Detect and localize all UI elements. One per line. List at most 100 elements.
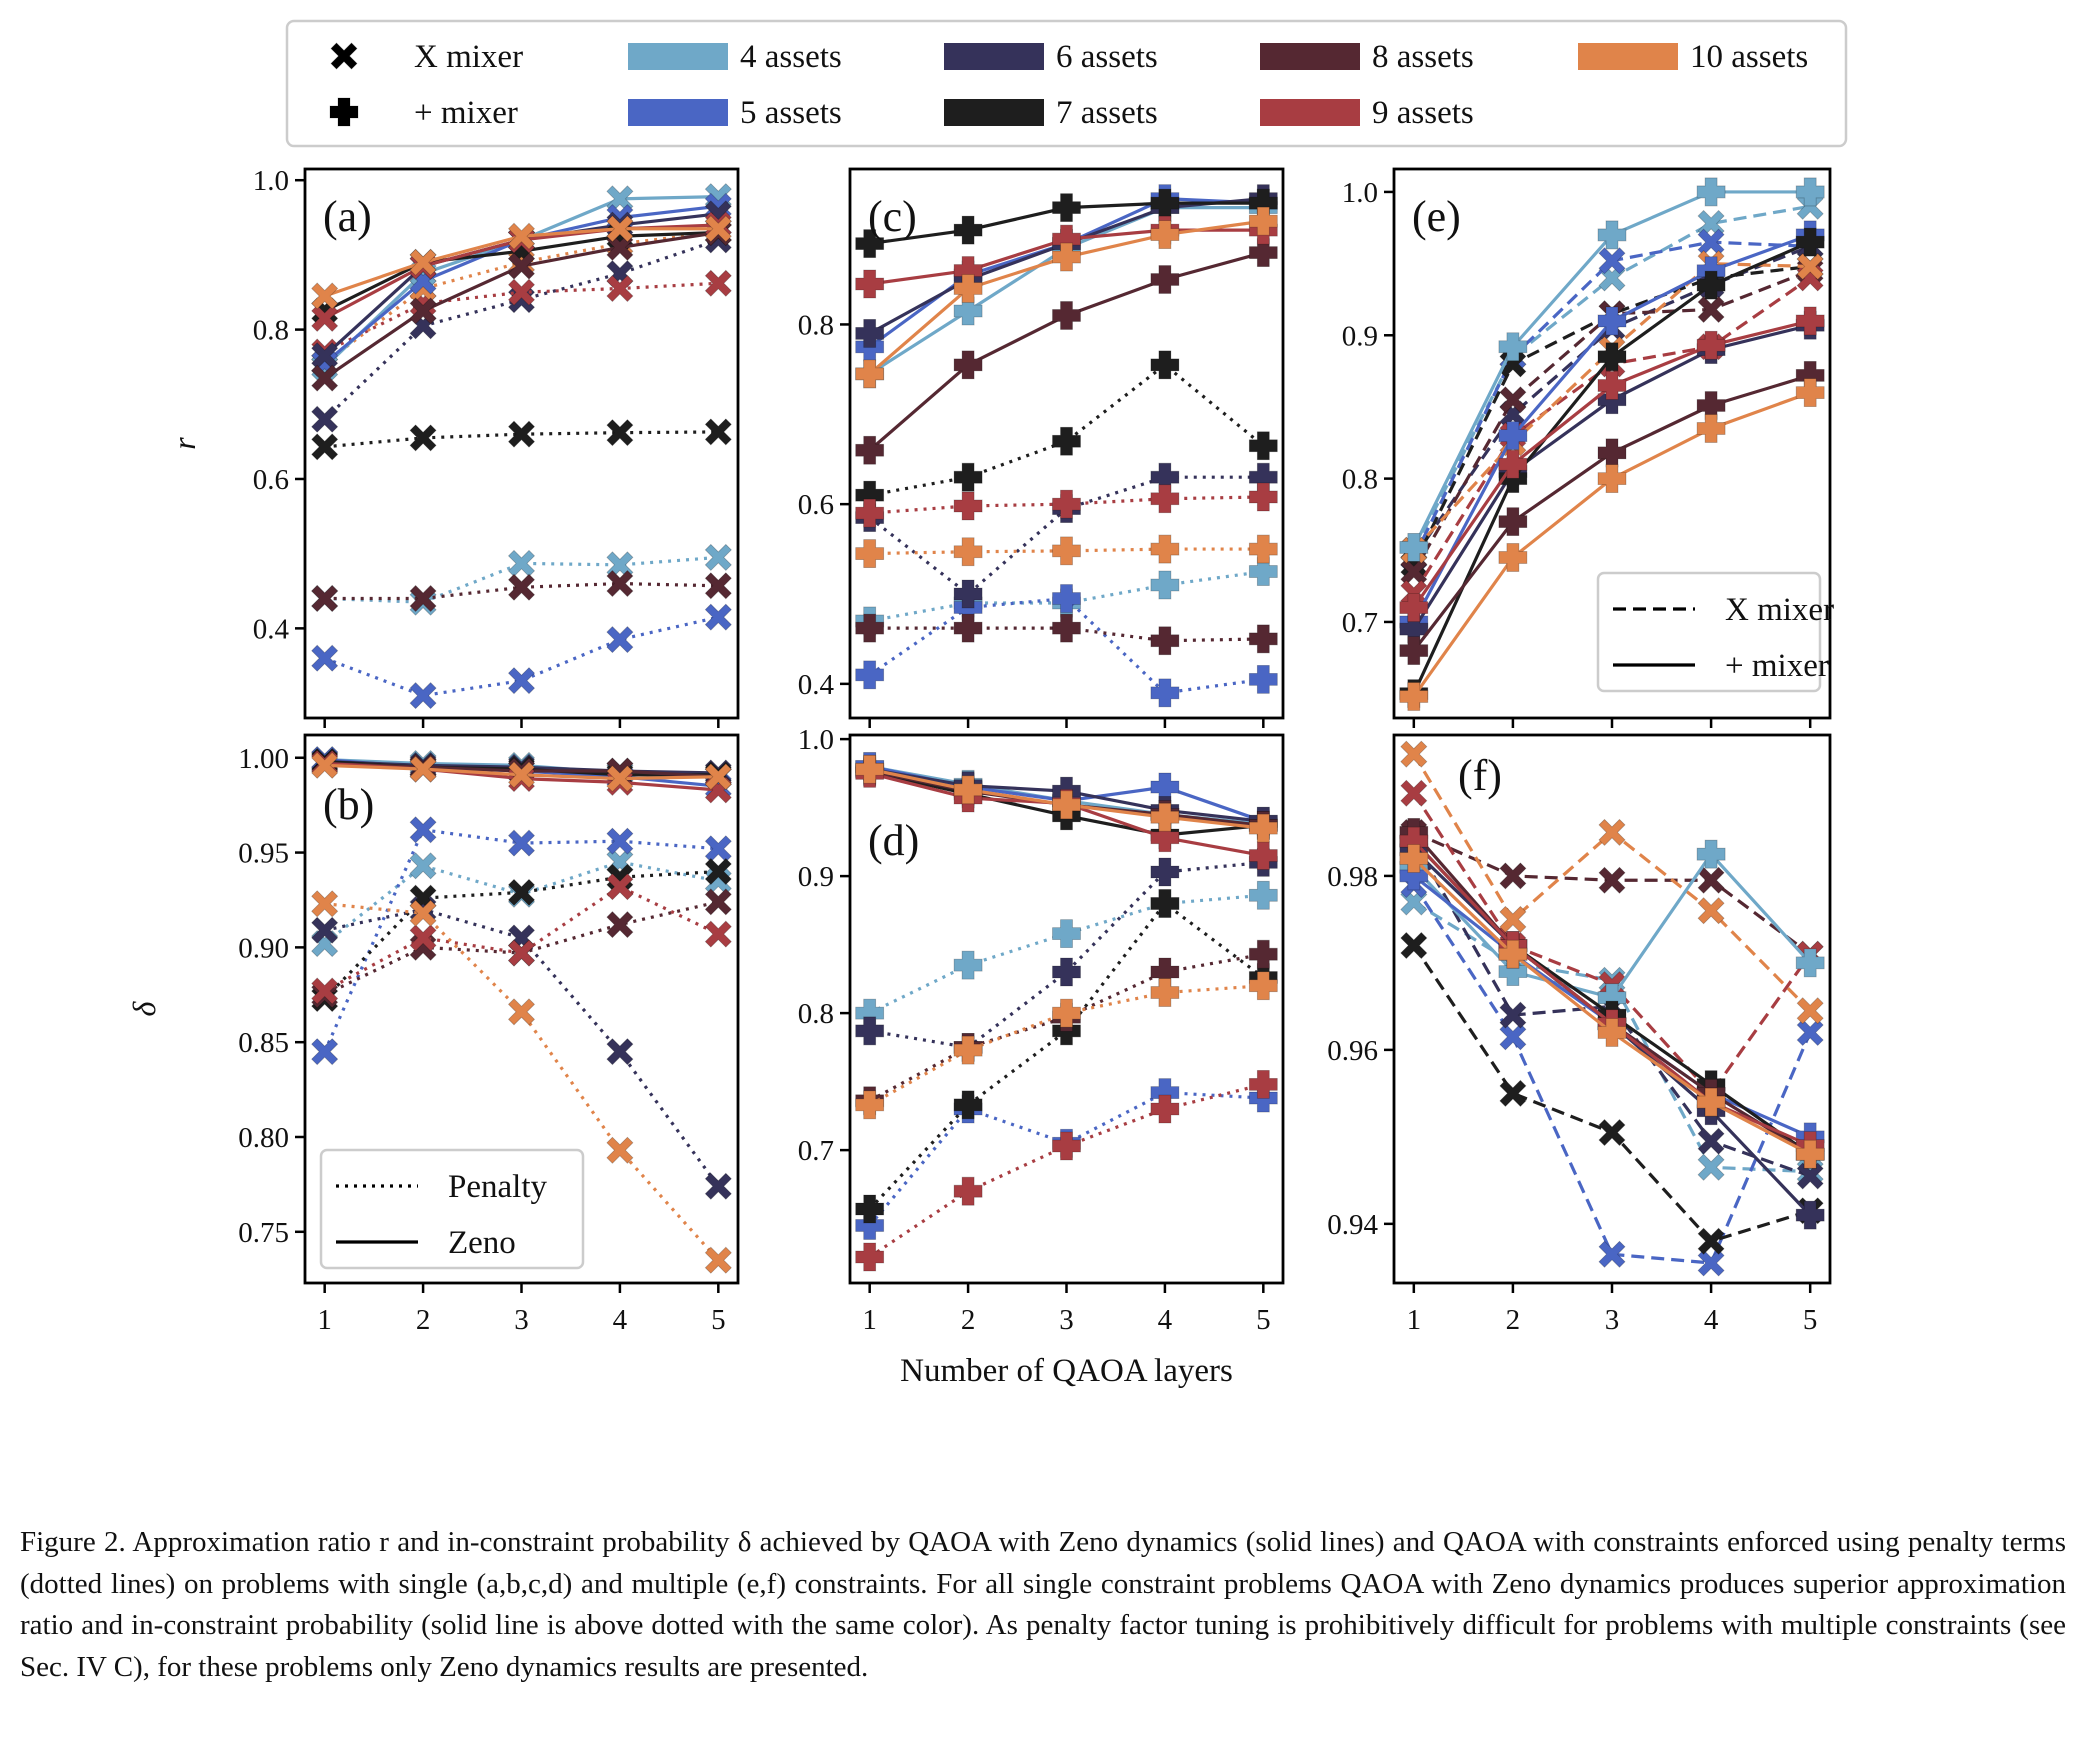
data-point-9-assets-solid	[1150, 823, 1180, 853]
data-point-9-assets-dotted	[1052, 1131, 1081, 1161]
data-point-8-assets-dotted	[1248, 939, 1278, 969]
y-tick-label: 0.8	[1342, 464, 1378, 496]
data-point-5-assets-dotted	[704, 603, 732, 631]
axes-frame	[1392, 733, 1832, 1285]
series-line-7-assets-dotted	[324, 430, 719, 449]
data-point-7-assets-solid	[953, 215, 983, 245]
series-line-9-assets-dotted	[869, 495, 1264, 515]
data-point-7-assets-dotted	[704, 418, 732, 446]
y-tick-label: 0.4	[253, 613, 290, 645]
series-line-7-assets-dashed	[1412, 264, 1811, 566]
data-point-5-assets-dashed	[1598, 247, 1626, 275]
y-tick-label: 0.7	[1342, 607, 1378, 639]
panel-label: (a)	[323, 192, 372, 241]
data-point-4-assets-dotted	[953, 950, 983, 980]
y-tick-label: 0.95	[238, 838, 289, 870]
data-point-7-assets-dotted	[507, 420, 536, 448]
data-point-9-assets-dotted	[409, 924, 437, 952]
data-point-9-assets-solid	[1597, 371, 1627, 400]
legend-label: X mixer	[1725, 592, 1834, 628]
data-point-8-assets-dashed	[1499, 386, 1527, 414]
data-point-4-assets-dotted	[507, 549, 536, 577]
data-point-6-assets-solid	[311, 342, 339, 370]
data-point-4-assets-solid	[1696, 839, 1726, 869]
data-point-9-assets-dotted	[704, 920, 732, 948]
data-point-9-assets-solid	[855, 269, 885, 299]
y-tick-label: 0.98	[1327, 861, 1378, 893]
data-point-7-assets-dotted	[606, 419, 634, 447]
legend-swatch-4-assets	[628, 43, 728, 70]
data-point-8-assets-dotted	[606, 911, 634, 939]
y-tick-label: 0.75	[238, 1217, 289, 1249]
data-point-8-assets-solid	[1498, 507, 1528, 537]
series-group	[855, 184, 1278, 708]
data-point-5-assets-dotted	[704, 835, 732, 863]
data-point-7-assets-dotted	[1150, 889, 1180, 918]
data-point-9-assets-dotted	[1248, 1069, 1278, 1099]
series-line-6-assets-dotted	[323, 238, 719, 421]
x-tick-label: 2	[1506, 1304, 1521, 1336]
y-axis-label: δ	[126, 1000, 162, 1016]
data-point-10-assets-solid	[1248, 206, 1278, 236]
data-point-4-assets-solid	[606, 185, 634, 213]
data-point-10-assets-solid	[1795, 378, 1825, 408]
data-point-8-assets-solid	[855, 435, 885, 465]
x-tick-label: 5	[1256, 1304, 1271, 1336]
data-point-5-assets-dotted	[606, 827, 634, 855]
data-point-4-assets-solid	[1696, 177, 1726, 207]
series-line-7-assets-dotted	[323, 869, 719, 1000]
top-legend: X mixer + mixer 4 assets 5 assets 6 assets 7 …	[285, 19, 1848, 148]
y-tick-label: 0.8	[798, 998, 834, 1030]
data-point-6-assets-dotted	[1150, 857, 1180, 887]
y-tick-label: 0.7	[798, 1135, 834, 1167]
data-point-9-assets-dotted	[606, 873, 634, 901]
data-point-6-assets-solid	[1795, 1200, 1825, 1230]
data-point-9-assets-dotted	[507, 278, 536, 306]
data-point-5-assets-dashed	[1697, 1249, 1725, 1277]
legend-label: 4 assets	[740, 39, 842, 75]
data-point-7-assets-dotted	[1248, 431, 1278, 461]
x-tick-label: 1	[317, 1304, 332, 1336]
data-point-8-assets-solid	[953, 350, 983, 380]
x-tick-label: 3	[514, 1304, 529, 1336]
data-point-6-assets-dotted	[953, 579, 983, 609]
data-point-5-assets-dotted	[855, 1211, 885, 1240]
data-point-7-assets-dotted	[507, 878, 536, 906]
axes-frame	[303, 733, 740, 1285]
data-point-9-assets-solid	[311, 304, 339, 332]
data-point-10-assets-dotted	[1150, 534, 1180, 564]
data-point-5-assets-dotted	[311, 1038, 339, 1066]
data-point-10-assets-solid	[507, 761, 536, 789]
data-point-7-assets-solid	[1795, 227, 1825, 257]
data-point-10-assets-solid	[704, 215, 732, 243]
series-line-10-assets-dotted	[324, 902, 720, 1262]
y-tick-label: 0.96	[1327, 1035, 1378, 1067]
series-line-8-assets-dotted	[324, 581, 719, 601]
data-point-10-assets-dashed	[1499, 905, 1527, 933]
data-point-4-assets-solid	[1498, 957, 1528, 986]
data-point-10-assets-dotted	[953, 1035, 983, 1065]
data-point-10-assets-solid	[953, 775, 983, 805]
panel-a: 0.4 0.6 0.8 1.0 (a) r	[166, 165, 740, 728]
axes-frame	[1392, 167, 1832, 720]
series-line-5-assets-dashed	[1412, 883, 1812, 1265]
data-point-10-assets-solid	[1696, 414, 1726, 443]
data-point-4-assets-solid	[1498, 332, 1528, 362]
data-point-9-assets-solid	[1248, 841, 1278, 870]
data-point-4-assets-solid	[1597, 220, 1627, 250]
data-point-8-assets-dotted	[953, 613, 983, 643]
data-point-8-assets-dashed	[1697, 295, 1725, 324]
data-point-8-assets-solid	[1399, 636, 1429, 666]
data-point-10-assets-dotted	[507, 998, 536, 1026]
legend-label: Penalty	[448, 1169, 547, 1205]
x-tick-label: 4	[1158, 1304, 1173, 1336]
data-point-10-assets-dotted	[953, 537, 983, 567]
y-tick-label: 0.94	[1327, 1209, 1378, 1241]
y-tick-label: 0.8	[798, 309, 834, 341]
panel-b: 0.75 0.80 0.85 0.90 0.95 1.00 1 2 3 4 5 (b) δ Penalty…	[126, 733, 740, 1336]
data-point-10-assets-solid	[1399, 844, 1429, 873]
data-point-10-assets-solid	[606, 215, 634, 243]
data-point-5-assets-dotted	[606, 626, 634, 654]
data-point-10-assets-dashed	[1598, 818, 1626, 846]
data-point-10-assets-solid	[953, 274, 983, 303]
